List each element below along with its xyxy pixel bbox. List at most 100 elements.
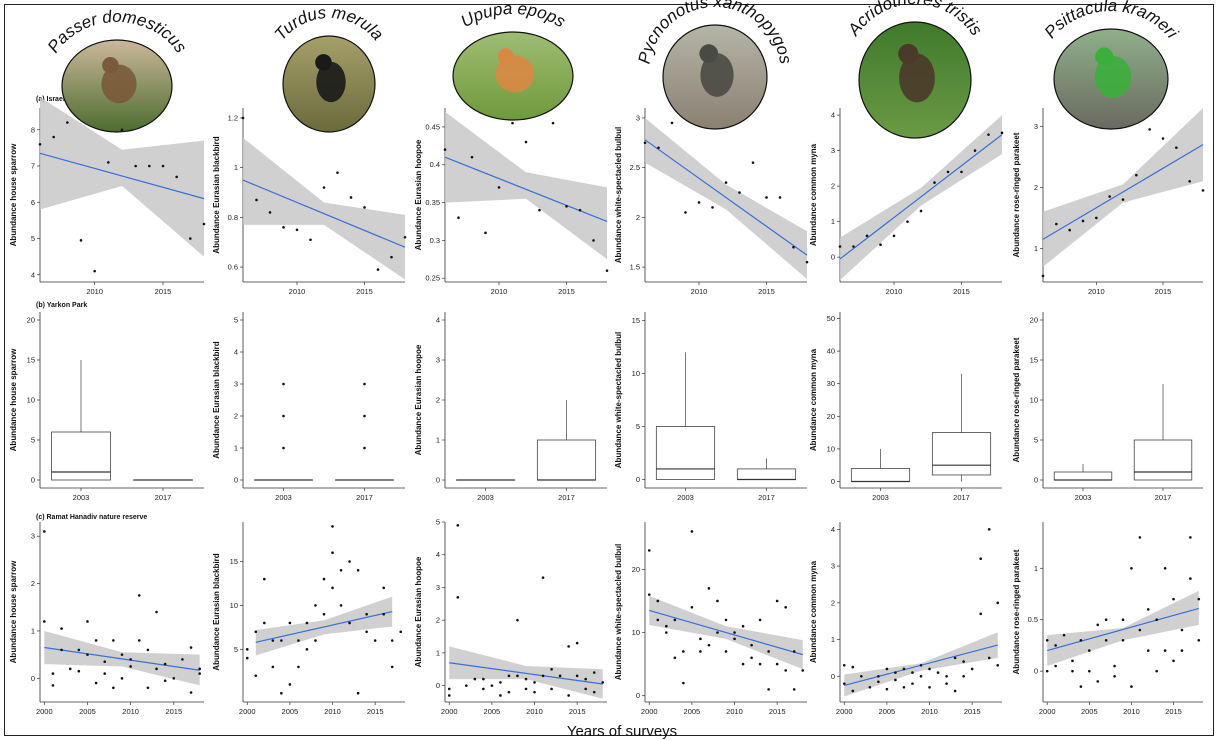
data-point bbox=[765, 196, 768, 199]
outlier-point bbox=[363, 414, 366, 418]
y-tick-label: 0 bbox=[831, 672, 835, 681]
y-tick-label: 5 bbox=[436, 518, 440, 527]
x-tick-label: 2017 bbox=[1155, 493, 1172, 502]
data-point bbox=[987, 656, 991, 660]
data-point bbox=[155, 667, 158, 671]
x-tick-label: 2005 bbox=[1081, 707, 1098, 716]
data-point bbox=[1197, 597, 1201, 601]
y-tick-label: 0 bbox=[436, 681, 440, 690]
x-tick-label: 2015 bbox=[558, 287, 575, 296]
data-point bbox=[792, 650, 796, 653]
data-point bbox=[309, 238, 312, 242]
data-point bbox=[348, 621, 351, 625]
data-point bbox=[336, 171, 339, 174]
data-point bbox=[198, 667, 201, 671]
y-axis-label: Abundance house sparrow bbox=[9, 348, 18, 451]
data-point bbox=[161, 164, 165, 168]
data-point bbox=[202, 222, 206, 226]
data-point bbox=[146, 686, 150, 690]
data-point bbox=[911, 682, 914, 685]
data-point bbox=[305, 621, 309, 625]
y-tick-label: 0 bbox=[31, 476, 35, 485]
data-point bbox=[578, 208, 582, 212]
data-point bbox=[473, 677, 477, 681]
data-point bbox=[52, 135, 55, 139]
data-point bbox=[1068, 228, 1071, 232]
data-point bbox=[707, 643, 711, 647]
data-point bbox=[933, 181, 936, 184]
y-axis-label: Abundance common myna bbox=[809, 560, 818, 663]
y-tick-label: 4 bbox=[436, 316, 440, 325]
data-point bbox=[271, 665, 275, 669]
species-name: Upupa epops bbox=[458, 0, 570, 31]
data-point bbox=[565, 205, 568, 208]
data-point bbox=[792, 245, 795, 249]
chart-panel: Abundance rose-ringed parakeet 0 5 10 15 20 20… bbox=[1012, 312, 1203, 502]
x-tick-label: 2010 bbox=[324, 707, 341, 716]
data-point bbox=[146, 648, 150, 652]
y-tick-label: 0 bbox=[1034, 476, 1038, 485]
y-tick-label: 0 bbox=[636, 475, 640, 484]
data-point bbox=[1189, 577, 1192, 580]
data-point bbox=[962, 674, 965, 678]
x-tick-label: 2010 bbox=[86, 287, 103, 296]
box bbox=[850, 468, 911, 482]
data-point bbox=[134, 164, 137, 168]
confidence-band bbox=[44, 630, 200, 686]
data-point bbox=[879, 243, 882, 247]
x-axis-title: Years of surveys bbox=[567, 723, 677, 740]
y-tick-label: 5 bbox=[1034, 436, 1038, 445]
data-point bbox=[738, 191, 741, 194]
data-point bbox=[673, 656, 677, 660]
data-point bbox=[390, 255, 393, 259]
data-point bbox=[77, 669, 81, 673]
data-point bbox=[911, 671, 914, 674]
y-tick-label: 5 bbox=[234, 316, 238, 325]
y-tick-label: 0 bbox=[636, 691, 640, 700]
y-tick-label: 20 bbox=[27, 316, 35, 325]
confidence-band bbox=[40, 97, 204, 257]
data-point bbox=[403, 235, 407, 239]
data-point bbox=[120, 677, 124, 680]
data-point bbox=[567, 645, 570, 648]
data-point bbox=[245, 656, 249, 660]
y-axis-label: Abundance rose-ringed parakeet bbox=[1012, 337, 1021, 462]
data-point bbox=[1096, 623, 1100, 627]
y-tick-label: 0 bbox=[436, 476, 440, 485]
x-tick-label: 2003 bbox=[73, 493, 90, 502]
chart-panel: Abundance rose-ringed parakeet 1 2 3 2010 201… bbox=[1012, 108, 1205, 296]
data-point bbox=[684, 211, 687, 214]
data-point bbox=[550, 687, 553, 691]
data-point bbox=[137, 594, 141, 597]
bird-head bbox=[699, 44, 719, 63]
x-tick-label: 2003 bbox=[1075, 493, 1092, 502]
y-axis-label: Abundance Eurasian hoopoe bbox=[414, 344, 423, 455]
confidence-band bbox=[1043, 108, 1203, 267]
y-axis-label: Abundance common myna bbox=[809, 143, 818, 246]
data-point bbox=[973, 149, 977, 152]
y-tick-label: 0 bbox=[234, 476, 238, 485]
row-label: (b) Yarkon Park bbox=[36, 302, 87, 309]
y-tick-label: 4 bbox=[234, 348, 238, 357]
confidence-band bbox=[243, 137, 405, 280]
chart-panel: Abundance common myna 0 10 20 30 40 50 2003 2017 bbox=[809, 312, 1002, 502]
figure-frame bbox=[4, 4, 1214, 736]
data-point bbox=[1146, 608, 1150, 611]
data-point bbox=[373, 639, 377, 642]
data-point bbox=[1095, 216, 1098, 220]
y-axis-label: Abundance Eurasian hoopoe bbox=[414, 139, 423, 250]
data-point bbox=[305, 648, 309, 651]
data-point bbox=[711, 206, 714, 209]
y-tick-label: 1 bbox=[31, 626, 35, 635]
row-label: (c) Ramat Hanadiv nature reserve bbox=[36, 514, 147, 521]
data-point bbox=[724, 181, 728, 184]
data-point bbox=[1079, 685, 1083, 688]
x-tick-label: 2015 bbox=[367, 707, 384, 716]
bird-head bbox=[1095, 47, 1114, 66]
chart-panel: Abundance Eurasian blackbird 0.6 0.8 1 1.2 20… bbox=[212, 108, 407, 296]
y-tick-label: 15 bbox=[1030, 356, 1038, 365]
data-point bbox=[1163, 649, 1167, 652]
data-point bbox=[567, 694, 570, 697]
data-point bbox=[1130, 566, 1133, 570]
